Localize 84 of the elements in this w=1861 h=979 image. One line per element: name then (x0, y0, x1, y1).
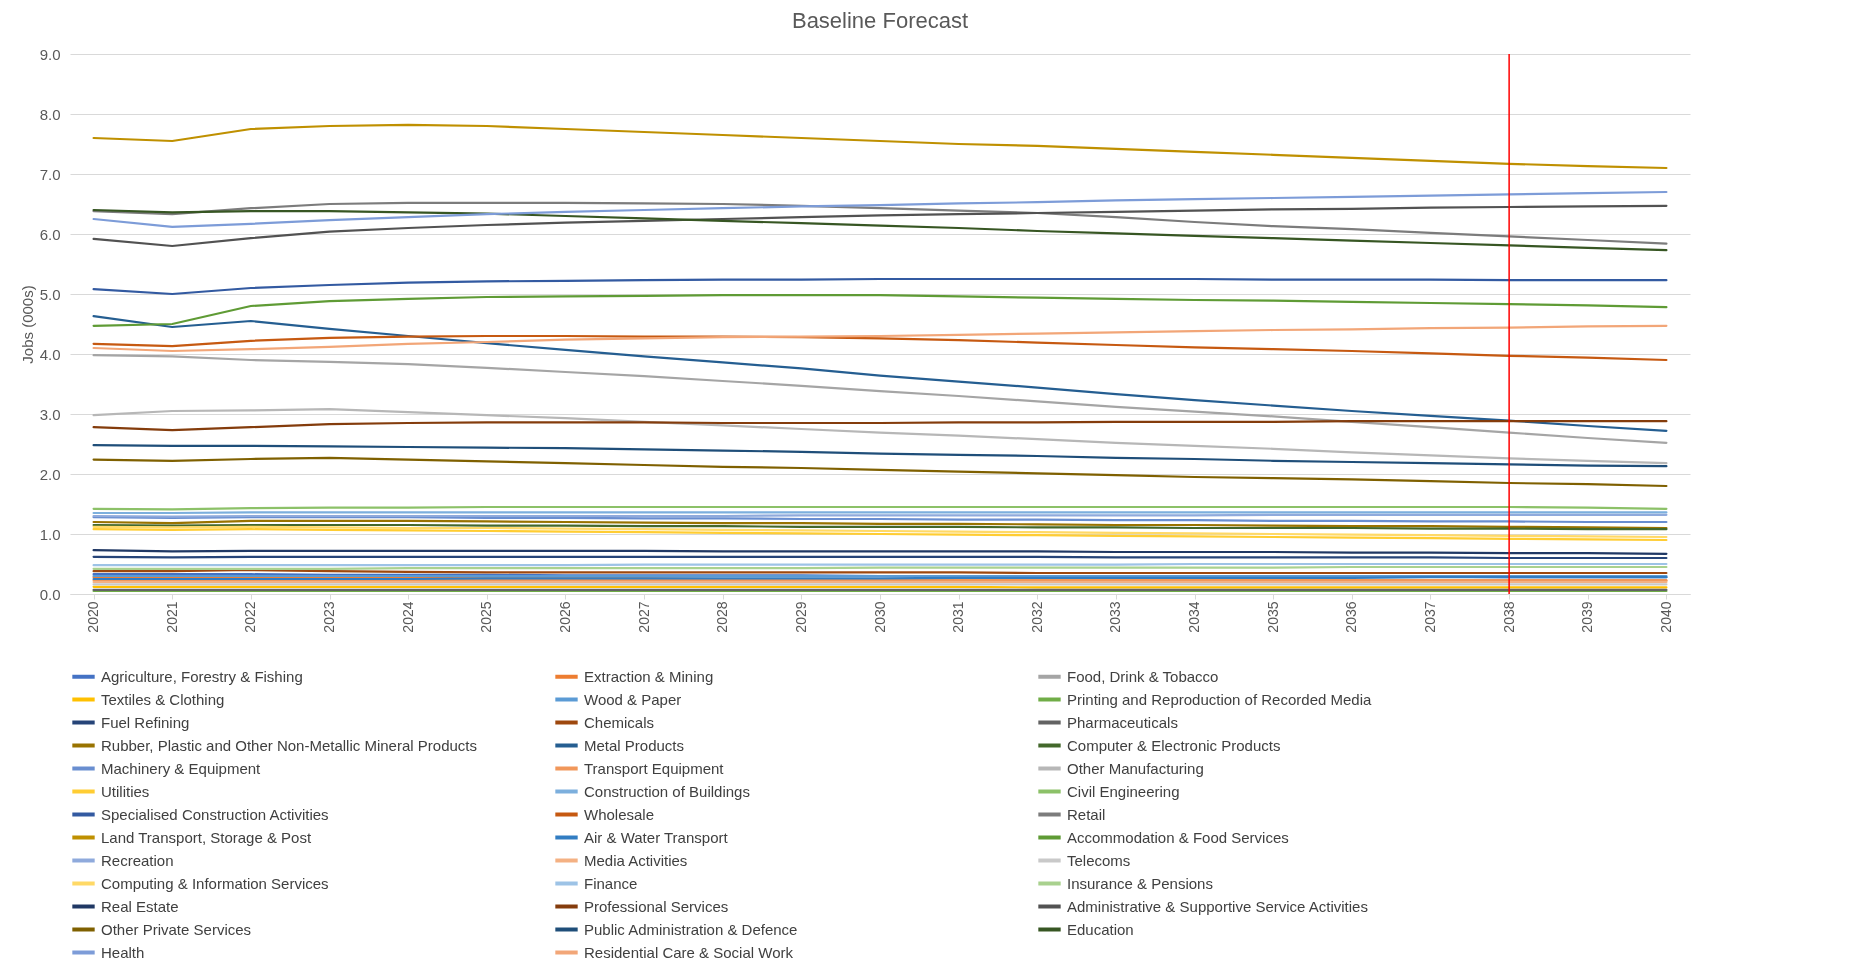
line-series (92, 277, 1668, 296)
legend-label: Agriculture, Forestry & Fishing (101, 667, 303, 685)
line-series (92, 123, 1668, 170)
y-tick-label: 0.0 (39, 585, 61, 603)
legend-label: Computing & Information Services (101, 874, 329, 892)
x-tick-label: 2030 (871, 601, 888, 633)
line-series (92, 334, 1668, 362)
x-tick-label: 2022 (242, 601, 259, 633)
legend-label: Civil Engineering (1067, 782, 1180, 800)
legend-label: Other Private Services (101, 920, 252, 938)
legend-label: Media Activities (584, 851, 688, 869)
legend-label: Real Estate (101, 897, 179, 915)
legend-label: Insurance & Pensions (1067, 874, 1213, 892)
legend-label: Utilities (101, 782, 150, 800)
legend-label: Pharmaceuticals (1067, 713, 1178, 731)
x-tick-label: 2026 (556, 601, 573, 633)
y-tick-label: 7.0 (39, 165, 61, 183)
line-series (92, 444, 1668, 468)
y-tick-label: 9.0 (39, 45, 61, 63)
x-tick-label: 2034 (1186, 601, 1203, 633)
legend-label: Printing and Reproduction of Recorded Media (1067, 690, 1373, 708)
legend-label: Textiles & Clothing (101, 690, 225, 708)
line-series (92, 324, 1668, 353)
y-tick-label: 2.0 (39, 465, 61, 483)
legend-label: Fuel Refining (101, 713, 190, 731)
x-tick-label: 2032 (1028, 601, 1045, 633)
line-series (92, 456, 1668, 488)
legend-label: Other Manufacturing (1067, 759, 1204, 777)
y-tick-label: 5.0 (39, 285, 61, 303)
x-tick-label: 2023 (321, 601, 338, 633)
legend-label: Metal Products (584, 736, 685, 754)
legend-label: Professional Services (584, 897, 729, 915)
legend-label: Health (101, 943, 145, 961)
line-series (92, 408, 1668, 465)
legend-label: Extraction & Mining (584, 667, 714, 685)
line-series (92, 315, 1668, 432)
x-tick-label: 2039 (1579, 601, 1596, 633)
x-tick-label: 2035 (1264, 601, 1281, 633)
legend-label: Wood & Paper (584, 690, 682, 708)
legend-label: Transport Equipment (584, 759, 725, 777)
y-tick-label: 6.0 (39, 225, 61, 243)
legend-label: Wholesale (584, 805, 655, 823)
x-tick-label: 2038 (1500, 601, 1517, 633)
legend-label: Computer & Electronic Products (1067, 736, 1281, 754)
x-tick-label: 2027 (635, 601, 652, 633)
x-tick-label: 2040 (1657, 601, 1674, 633)
y-tick-label: 3.0 (39, 405, 61, 423)
x-tick-label: 2024 (399, 601, 416, 633)
x-tick-label: 2025 (478, 601, 495, 633)
x-tick-label: 2037 (1421, 601, 1438, 633)
legend-label: Recreation (101, 851, 174, 869)
x-tick-label: 2031 (950, 601, 967, 633)
legend-label: Construction of Buildings (584, 782, 750, 800)
legend-label: Land Transport, Storage & Post (101, 828, 312, 846)
legend-label: Air & Water Transport (584, 828, 729, 846)
legend-label: Finance (584, 874, 638, 892)
line-series (92, 190, 1668, 228)
x-tick-label: 2021 (163, 601, 180, 633)
legend-label: Food, Drink & Tobacco (1067, 667, 1219, 685)
legend-label: Specialised Construction Activities (101, 805, 329, 823)
line-series (92, 354, 1668, 444)
x-tick-label: 2028 (714, 601, 731, 633)
x-tick-label: 2036 (1343, 601, 1360, 633)
x-tick-label: 2020 (85, 601, 102, 633)
legend-label: Retail (1067, 805, 1106, 823)
legend-label: Chemicals (584, 713, 655, 731)
legend-label: Residential Care & Social Work (584, 943, 794, 961)
y-tick-label: 8.0 (39, 105, 61, 123)
legend-label: Education (1067, 920, 1134, 938)
y-tick-label: 1.0 (39, 525, 61, 543)
legend-label: Telecoms (1067, 851, 1131, 869)
chart-title: Baseline Forecast (791, 8, 969, 33)
legend-label: Machinery & Equipment (101, 759, 262, 777)
line-series (92, 420, 1668, 432)
x-tick-label: 2033 (1107, 601, 1124, 633)
line-series (92, 519, 1668, 530)
x-tick-label: 2029 (792, 601, 809, 633)
y-axis-title: Jobs (000s) (18, 285, 36, 364)
legend-label: Administrative & Supportive Service Activities (1067, 897, 1368, 915)
y-tick-label: 4.0 (39, 345, 61, 363)
legend-label: Accommodation & Food Services (1067, 828, 1289, 846)
legend-label: Public Administration & Defence (584, 920, 798, 938)
legend-label: Rubber, Plastic and Other Non-Metallic Mineral Products (101, 736, 477, 754)
line-series (92, 294, 1668, 327)
